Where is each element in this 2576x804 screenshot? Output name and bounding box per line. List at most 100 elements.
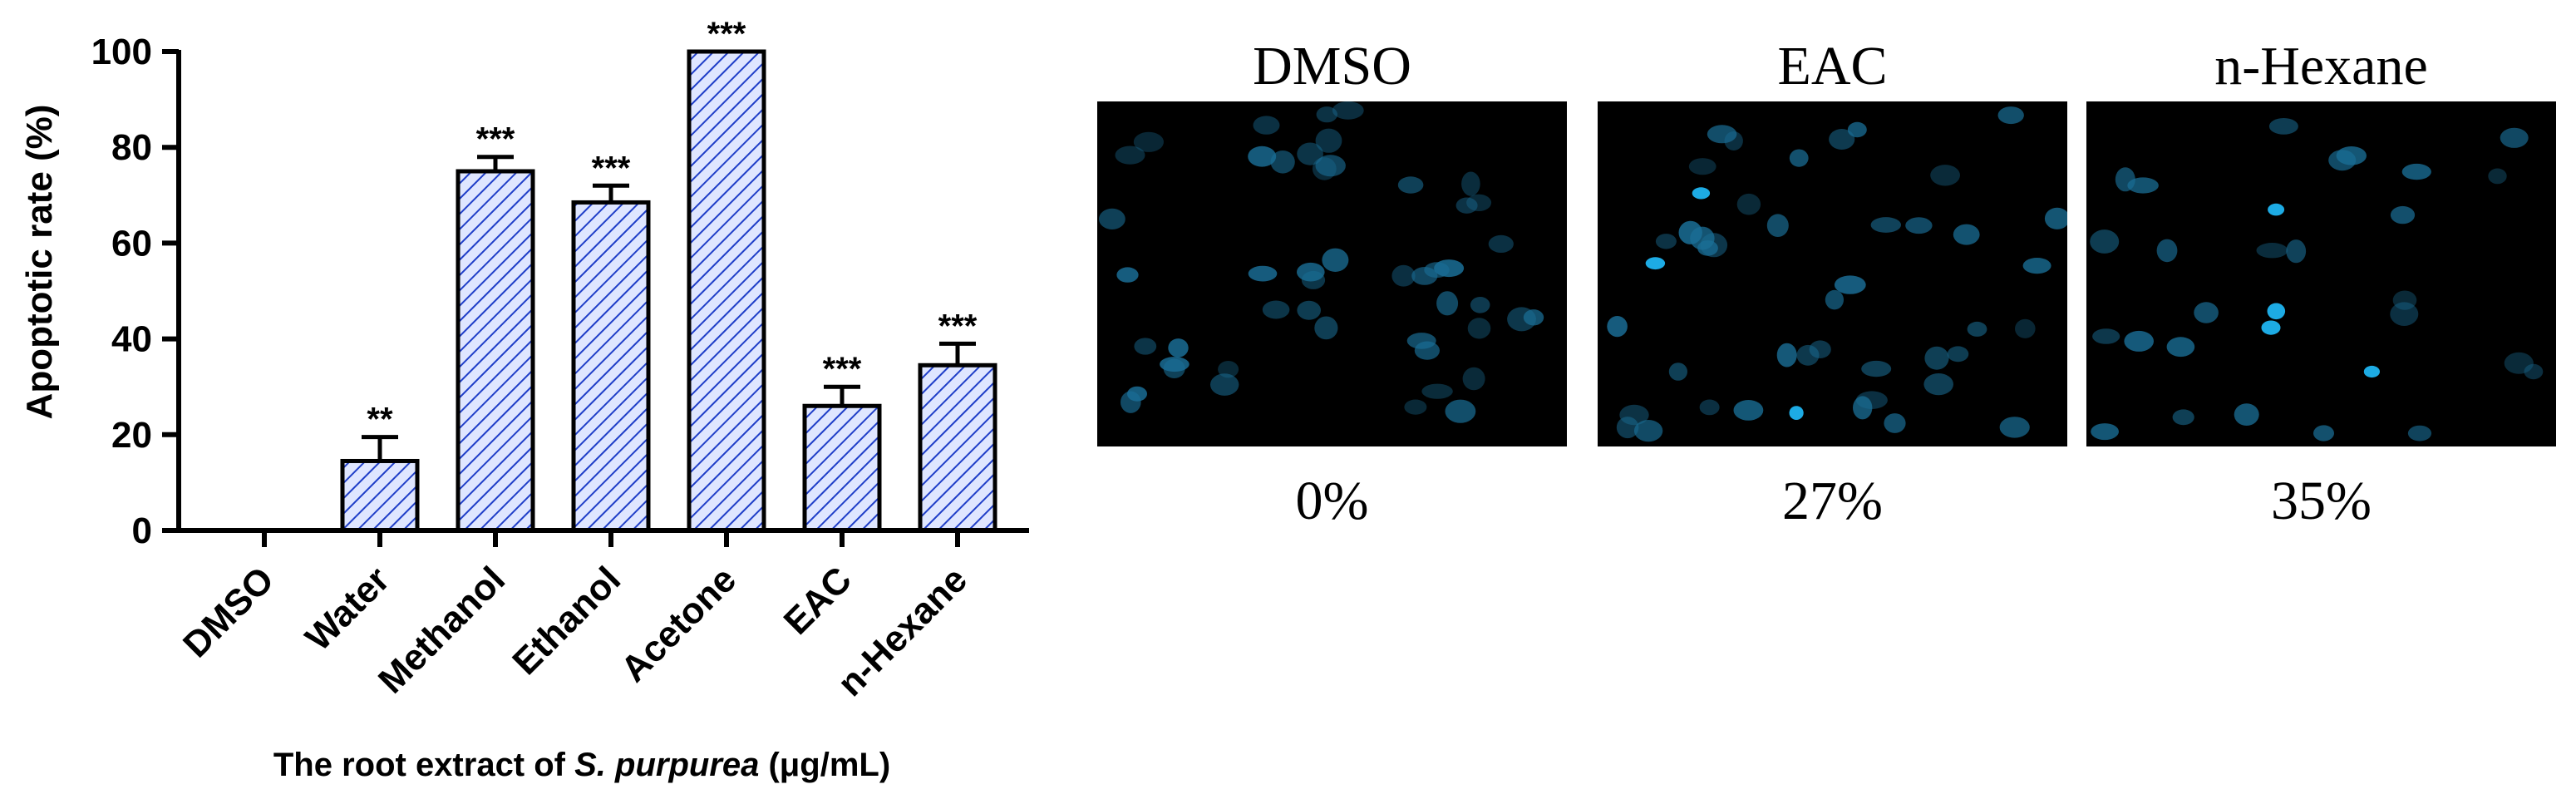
cell-nucleus [1789, 149, 1809, 167]
cell-nucleus [1616, 417, 1639, 439]
cell-nucleus [1736, 193, 1761, 215]
panel-title-dmso: DMSO [1253, 36, 1411, 96]
cell-nucleus [1297, 142, 1323, 165]
panel-title-eac: EAC [1777, 36, 1888, 96]
cell-nucleus [1160, 357, 1189, 372]
cell-nucleus [2015, 318, 2036, 338]
cell-nucleus [1923, 373, 1953, 396]
x-category-label: Methanol [371, 559, 513, 701]
cell-nucleus [1301, 270, 1326, 289]
cell-nucleus [1297, 300, 1321, 320]
cell-nucleus [2090, 229, 2120, 254]
micrograph-dmso [1097, 101, 1567, 446]
cell-nucleus [1466, 194, 1492, 211]
cell-nucleus [1853, 396, 1873, 420]
cell-nucleus [2124, 330, 2154, 352]
cell-nucleus [2407, 425, 2432, 441]
cell-nucleus [1924, 346, 1949, 370]
cell-nucleus [1825, 289, 1844, 310]
panel-value-n-hexane: 35% [2271, 471, 2372, 531]
x-category-label: Ethanol [505, 559, 628, 683]
cell-nucleus [1619, 404, 1649, 426]
panel-value-dmso: 0% [1295, 471, 1369, 531]
cell-nucleus [1699, 399, 1720, 416]
micrograph-n-hexane [2086, 101, 2556, 446]
cell-nucleus [1953, 224, 1980, 245]
cell-nucleus [1133, 131, 1164, 152]
cell-nucleus [2194, 302, 2219, 323]
cell-nucleus [2500, 127, 2529, 148]
cell-nucleus [1997, 106, 2024, 125]
cell-nucleus [1316, 106, 1337, 123]
cell-nucleus [2022, 258, 2051, 274]
cell-nucleus [2504, 352, 2534, 374]
bar-water [340, 458, 420, 533]
cell-nucleus [1424, 262, 1450, 279]
bar-eac [802, 403, 882, 533]
cell-nucleus [1733, 400, 1764, 421]
cell-nucleus [1947, 346, 1969, 363]
significance-label-water: ** [367, 402, 393, 438]
x-category-label: DMSO [175, 559, 282, 665]
significance-label-ethanol: *** [592, 150, 631, 186]
cell-nucleus [2268, 118, 2298, 135]
cell-nucleus [2390, 205, 2416, 224]
cell-nucleus [1870, 217, 1901, 233]
significance-label-n-hexane: *** [938, 308, 978, 344]
cell-nucleus [2336, 146, 2367, 165]
apoptotic-nucleus [1692, 187, 1711, 200]
apoptotic-nucleus [1789, 406, 1804, 420]
y-tick-label: 0 [132, 511, 152, 551]
cell-nucleus [1488, 234, 1514, 253]
panel-value-eac: 27% [1782, 471, 1883, 531]
cell-nucleus [1270, 150, 1295, 174]
y-tick-label: 60 [111, 223, 152, 264]
apoptotic-nucleus [1645, 257, 1666, 270]
cell-nucleus [1397, 176, 1424, 194]
cell-nucleus [1248, 265, 1278, 282]
cell-nucleus [1523, 309, 1544, 326]
cell-nucleus [1445, 399, 1476, 423]
cell-nucleus [1127, 386, 1147, 402]
cell-nucleus [1210, 373, 1239, 396]
cell-nucleus [1436, 291, 1459, 316]
cell-nucleus [1262, 300, 1290, 319]
cell-nucleus [1607, 316, 1628, 338]
cell-nucleus [1315, 128, 1342, 153]
panel-title-n-hexane: n-Hexane [2214, 36, 2428, 96]
cell-nucleus [1168, 338, 1189, 358]
cell-nucleus [1967, 321, 1987, 337]
y-tick-label: 40 [111, 319, 152, 360]
cell-nucleus [1690, 226, 1715, 250]
cell-nucleus [1253, 116, 1280, 135]
cell-nucleus [1796, 344, 1820, 366]
bar-ethanol [571, 200, 651, 533]
cell-nucleus [1314, 316, 1338, 340]
apoptotic-nucleus [2268, 203, 2285, 216]
cell-nucleus [1766, 214, 1789, 237]
cell-nucleus [2524, 363, 2544, 380]
cell-nucleus [2313, 425, 2334, 441]
cell-nucleus [1404, 399, 1427, 415]
cell-nucleus [2092, 328, 2120, 344]
apoptotic-nucleus [2363, 365, 2380, 378]
x-category-label: EAC [776, 559, 859, 642]
y-tick-label: 20 [111, 415, 152, 456]
x-category-label: Water [298, 559, 397, 658]
cell-nucleus [1134, 338, 1157, 355]
cell-nucleus [1707, 125, 1737, 144]
cell-nucleus [1776, 343, 1797, 367]
cell-nucleus [2044, 207, 2067, 229]
cell-nucleus [1724, 131, 1743, 150]
cell-nucleus [1462, 367, 1485, 391]
cell-nucleus [1834, 275, 1866, 294]
cell-nucleus [1905, 217, 1933, 234]
cell-nucleus [1322, 248, 1349, 272]
cell-nucleus [1218, 361, 1239, 378]
cell-nucleus [1391, 264, 1416, 287]
y-axis-title: Apoptotic rate (%) [19, 105, 60, 420]
cell-nucleus [2172, 409, 2194, 426]
cell-nucleus [2488, 168, 2507, 185]
x-axis-title-prefix: The root extract of [273, 747, 575, 783]
cell-nucleus [1809, 340, 1831, 359]
